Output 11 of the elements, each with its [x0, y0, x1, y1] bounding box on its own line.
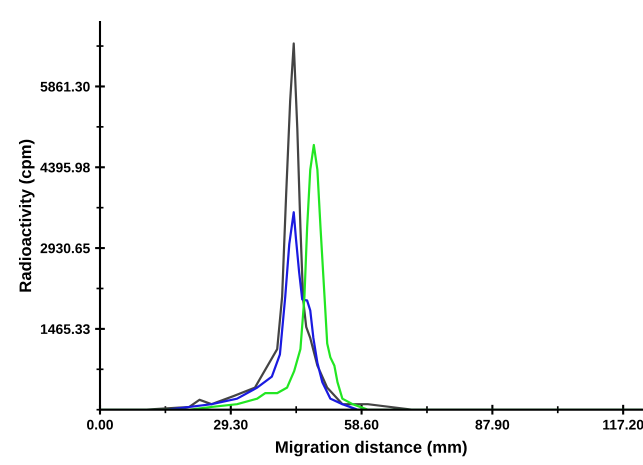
x-tick-label: 117.20: [603, 420, 643, 430]
x-tick-label: 29.30: [214, 420, 248, 430]
y-tick-label: 1465.33: [40, 324, 90, 334]
x-tick-label: 58.60: [344, 420, 378, 430]
y-tick-label: 4395.98: [40, 162, 90, 172]
y-tick-label: 5861.30: [40, 82, 90, 92]
y-axis-title: Radioactivity (cpm): [18, 140, 35, 292]
x-tick-label: 87.90: [475, 420, 510, 430]
x-tick-label: 0.00: [87, 420, 113, 430]
y-tick-label: 2930.65: [40, 243, 90, 254]
x-axis-title: Migration distance (mm): [276, 440, 467, 456]
